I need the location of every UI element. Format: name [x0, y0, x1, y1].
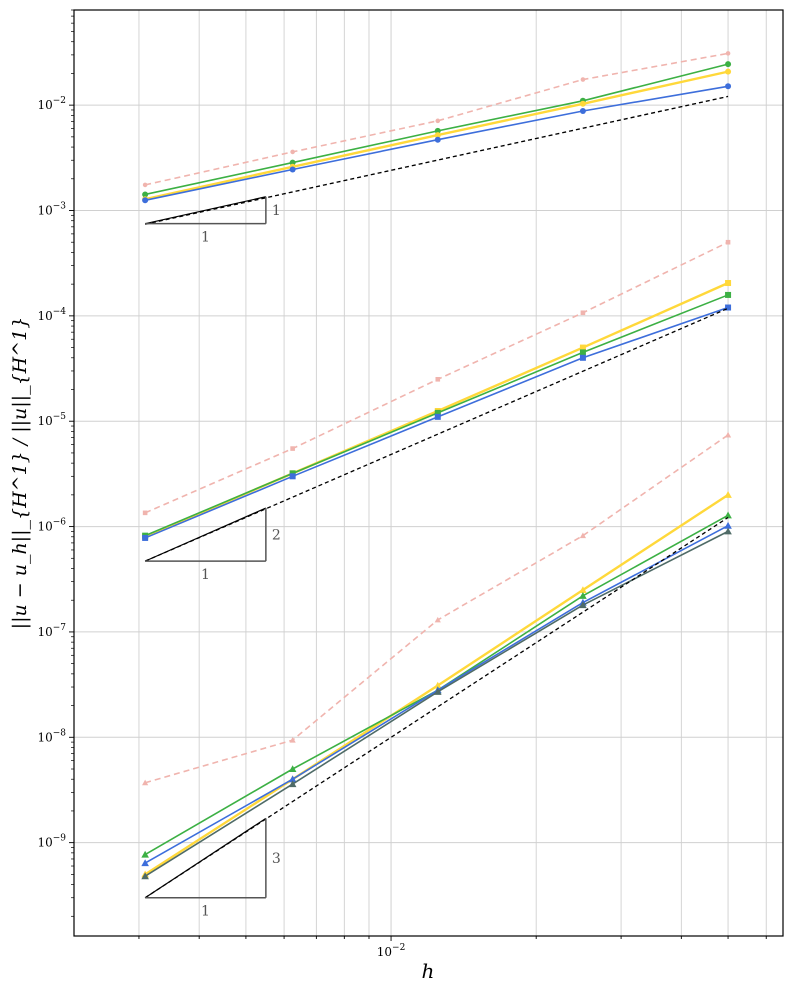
data-point-order3-gray — [579, 601, 587, 609]
slope-run-label: 1 — [201, 567, 210, 583]
data-point-order3-yellow — [724, 491, 732, 498]
series-line-order3-pink-dashed — [144, 434, 729, 784]
data-point-order2-pink-dashed — [435, 376, 441, 382]
slope-order-label: 3 — [272, 851, 281, 867]
x-tick-label: 10−2 — [377, 943, 406, 959]
data-point-order3-pink-dashed — [142, 779, 149, 786]
data-point-order3-yellow — [433, 681, 442, 689]
slope-run-label: 1 — [201, 904, 210, 920]
slope-triangle-hypotenuse — [145, 196, 266, 225]
data-series — [141, 51, 732, 899]
data-point-order2-yellow — [579, 344, 586, 351]
series-line-order3-gray — [144, 530, 729, 877]
data-point-order1-pink-dashed — [580, 77, 586, 82]
y-tick-label: 10−5 — [37, 412, 66, 428]
data-point-order3-pink-dashed — [434, 616, 441, 623]
data-point-order2-green — [579, 349, 586, 356]
data-point-order3-pink-dashed — [289, 737, 296, 743]
y-tick-label: 10−7 — [37, 623, 66, 639]
data-point-order3-green — [724, 511, 732, 519]
plot-frame — [73, 9, 784, 937]
series-line-order1-pink-dashed — [144, 52, 729, 186]
data-point-order1-blue — [579, 107, 586, 114]
data-point-order1-pink-dashed — [435, 118, 441, 124]
slope-triangle-hypotenuse — [144, 817, 267, 899]
data-point-order3-green — [288, 765, 297, 773]
series-line-order1-blue — [144, 85, 729, 202]
grid-lines — [74, 10, 783, 936]
data-point-order1-green — [289, 159, 296, 166]
y-tick-label: 10−8 — [37, 728, 66, 744]
y-tick-label: 10−2 — [37, 96, 66, 112]
slope-order-label: 1 — [272, 203, 281, 219]
data-point-order1-pink-dashed — [142, 182, 148, 188]
y-tick-label: 10−6 — [37, 518, 66, 534]
data-point-order1-pink-dashed — [725, 51, 731, 56]
data-point-order1-yellow — [579, 100, 586, 107]
data-point-order2-blue — [142, 534, 149, 541]
data-point-order1-yellow — [725, 68, 732, 75]
data-point-order2-pink-dashed — [290, 446, 295, 451]
data-point-order1-green — [725, 61, 732, 68]
axis-ticks: 10−9 10−8 10−7 10−6 10−5 10−4 10−3 10−2 10−2 — [37, 9, 767, 959]
data-point-order2-blue — [289, 473, 296, 480]
data-point-order2-pink-dashed — [142, 510, 148, 516]
data-point-order3-blue — [288, 775, 297, 783]
data-point-order3-gray — [288, 780, 297, 788]
data-point-order1-yellow — [434, 132, 441, 139]
slope-order-label: 2 — [272, 528, 281, 544]
data-point-order2-pink-dashed — [725, 239, 731, 245]
x-axis-label: h — [422, 959, 435, 983]
data-point-order3-green — [141, 850, 149, 858]
data-point-order2-blue — [434, 413, 441, 420]
data-point-order2-yellow — [725, 280, 732, 287]
data-point-order1-blue — [142, 197, 149, 204]
data-point-order2-pink-dashed — [580, 310, 586, 316]
data-point-order3-gray — [433, 688, 442, 695]
data-point-order2-blue — [579, 354, 586, 361]
data-point-order2-blue — [725, 304, 732, 311]
data-point-order1-blue — [725, 83, 732, 90]
series-line-order2-blue — [144, 306, 729, 539]
data-point-order1-pink-dashed — [290, 149, 295, 155]
data-point-order3-green — [579, 592, 587, 599]
data-point-order3-blue — [141, 859, 149, 867]
y-tick-label: 10−4 — [37, 307, 66, 323]
series-line-order1-black-dashed — [144, 95, 729, 225]
y-tick-label: 10−3 — [37, 202, 66, 218]
data-point-order3-yellow — [579, 586, 587, 594]
data-point-order1-blue — [289, 166, 296, 173]
data-point-order2-green — [725, 291, 732, 298]
data-point-order3-gray — [141, 872, 149, 880]
slope-run-label: 1 — [201, 230, 210, 246]
slope-triangles: 1 1 1 2 1 3 — [144, 196, 281, 920]
data-point-order1-green — [434, 127, 441, 134]
data-point-order2-green — [434, 409, 441, 416]
slope-triangle-hypotenuse — [144, 507, 267, 562]
data-point-order1-blue — [434, 136, 441, 143]
data-point-order3-pink-dashed — [724, 431, 732, 438]
data-point-order1-green — [142, 191, 149, 198]
data-point-order3-blue — [724, 521, 732, 529]
y-axis-label: ||u − u_h||_{H^1} / ||u||_{H^1} — [9, 317, 31, 630]
data-point-order3-pink-dashed — [579, 532, 587, 539]
data-point-order3-gray — [724, 527, 732, 535]
y-tick-label: 10−9 — [37, 834, 66, 850]
